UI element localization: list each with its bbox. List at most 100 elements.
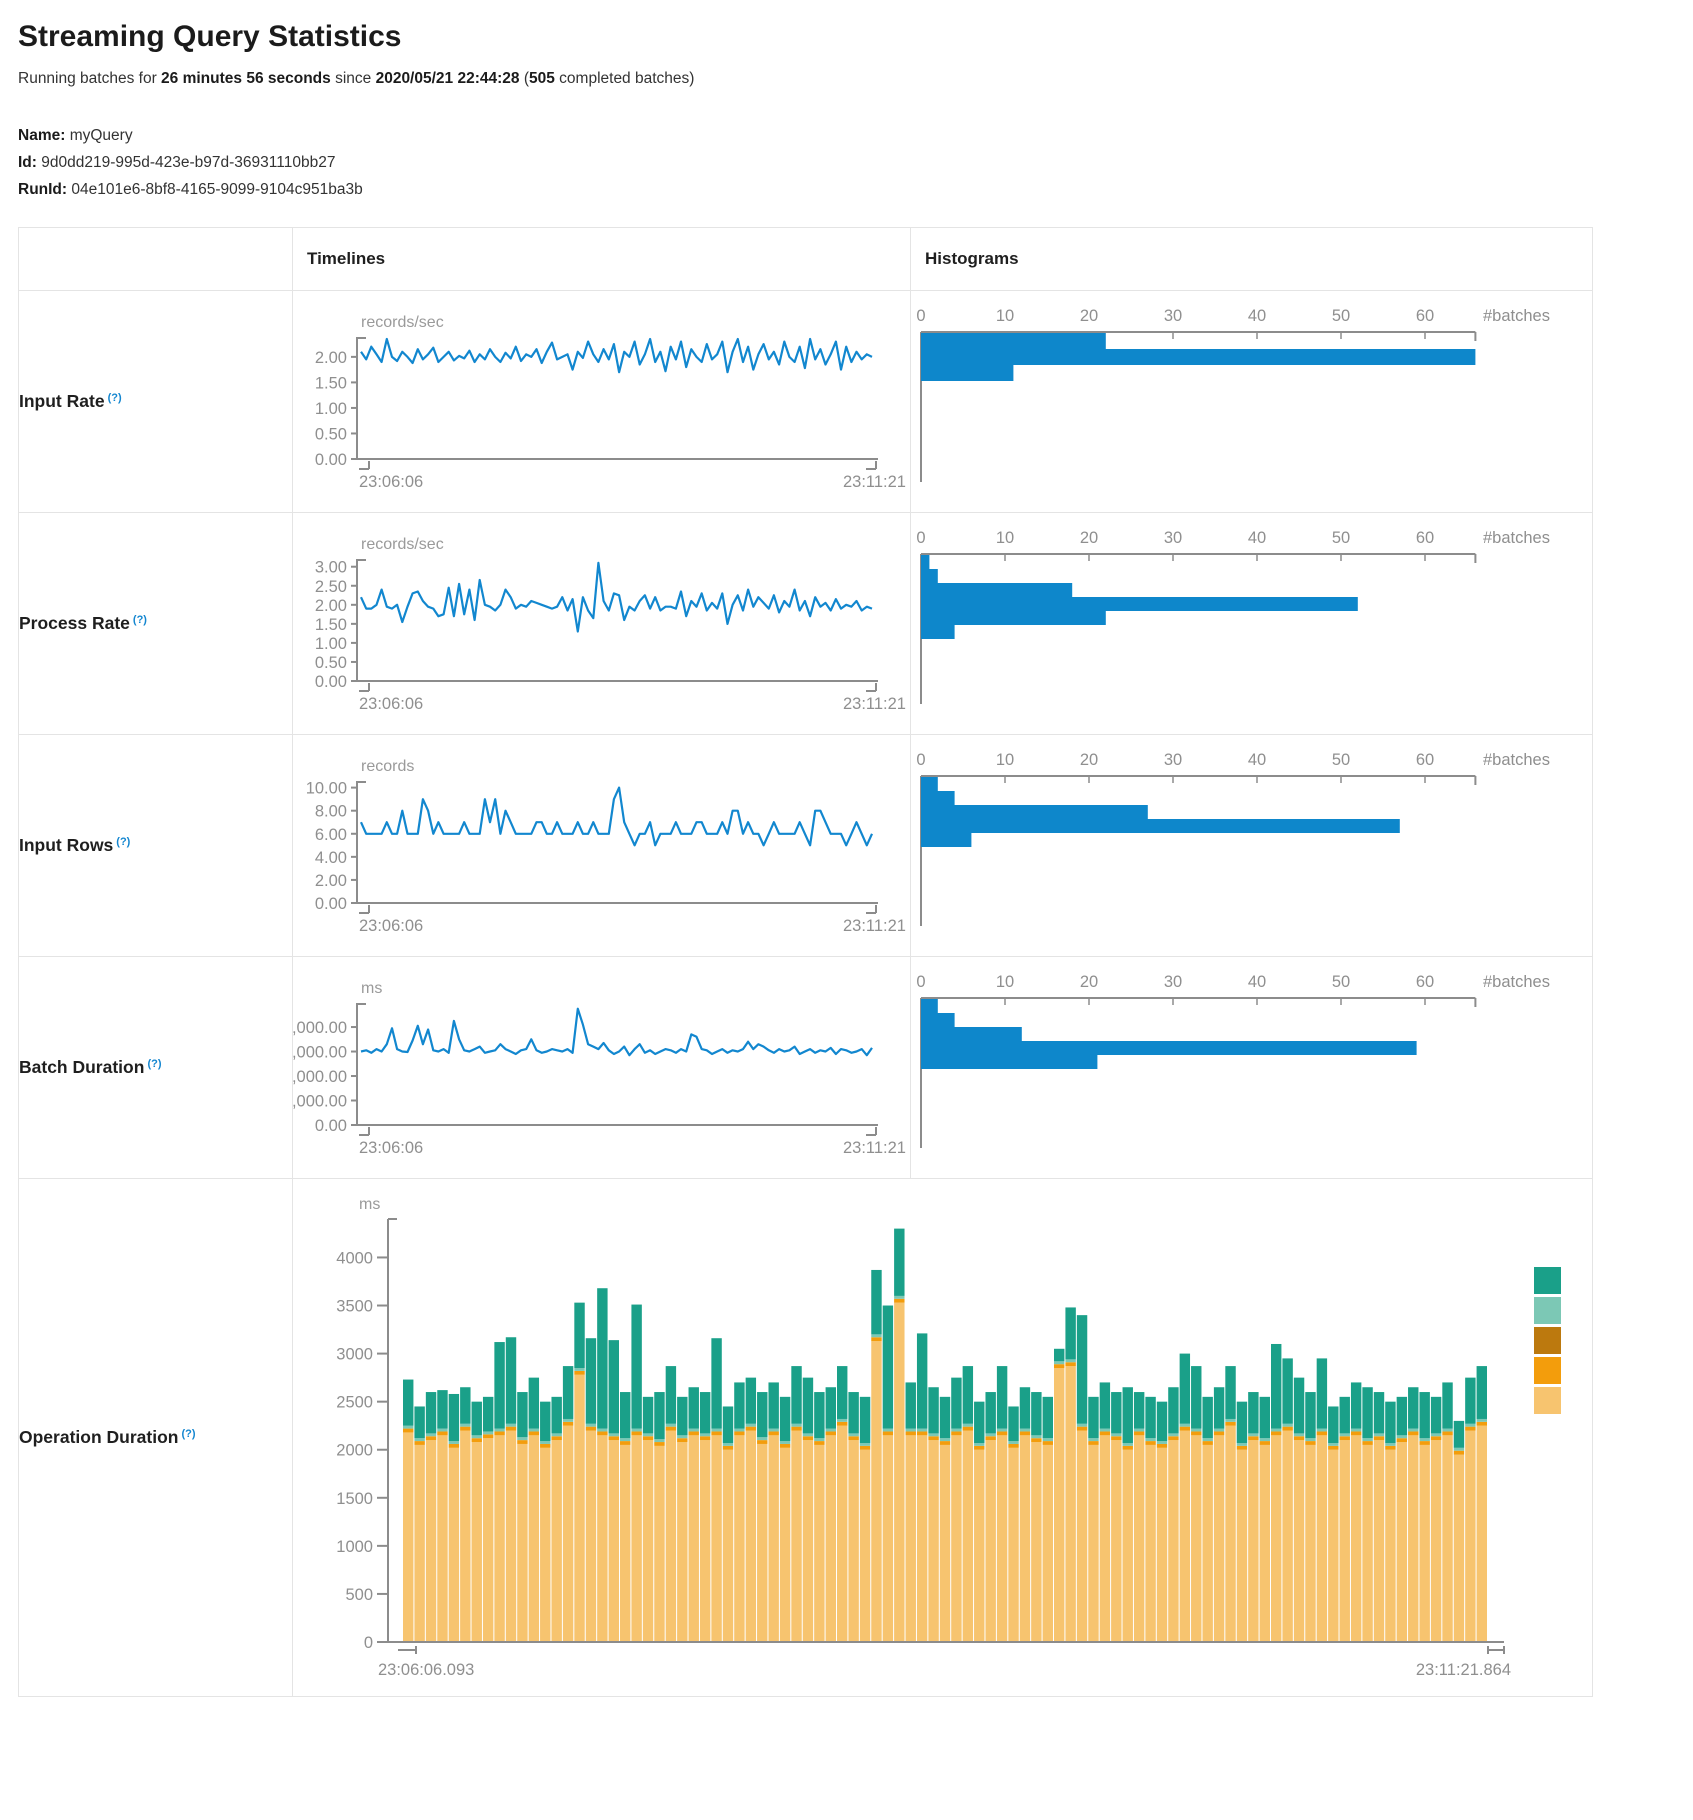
help-icon[interactable]: (?) — [116, 835, 131, 848]
legend-swatch[interactable] — [1534, 1387, 1561, 1415]
legend-swatch[interactable] — [1534, 1327, 1561, 1355]
svg-text:50: 50 — [1332, 751, 1350, 769]
svg-text:0.00: 0.00 — [315, 895, 347, 913]
completed-batches-count: 505 — [528, 70, 555, 87]
help-icon[interactable]: (?) — [181, 1427, 196, 1440]
summary-text: ( — [519, 70, 529, 87]
svg-text:23:11:21: 23:11:21 — [843, 917, 906, 935]
running-summary: Running batches for 26 minutes 56 second… — [18, 70, 1675, 88]
id-label: Id: — [18, 154, 37, 172]
svg-text:3500: 3500 — [336, 1298, 373, 1316]
svg-text:23:06:06: 23:06:06 — [359, 473, 423, 491]
svg-text:0.00: 0.00 — [315, 673, 347, 691]
help-icon[interactable]: (?) — [107, 391, 122, 404]
operation-duration-stacked-chart: ms 4000 3500 3000 2500 2000 1500 1000 500 0 23:06:… — [336, 1196, 1511, 1679]
svg-text:2500: 2500 — [336, 1394, 373, 1412]
histograms-header: Histograms — [910, 227, 1593, 292]
row-label-text: Process Rate — [19, 613, 130, 634]
legend-swatch[interactable] — [1534, 1297, 1561, 1325]
legend-swatch[interactable] — [1534, 1267, 1561, 1295]
legend-swatch[interactable] — [1534, 1357, 1561, 1385]
svg-text:23:11:21: 23:11:21 — [843, 473, 906, 491]
svg-text:0.50: 0.50 — [315, 426, 347, 444]
svg-text:23:06:06: 23:06:06 — [359, 695, 423, 713]
svg-text:20: 20 — [1080, 307, 1098, 325]
svg-text:23:06:06: 23:06:06 — [359, 917, 423, 935]
svg-text:records: records — [361, 758, 414, 775]
svg-text:1.50: 1.50 — [315, 616, 347, 634]
batch-duration-timeline-chart: ms 4,000.00 3,000.00 2,000.00 1,000.00 0.00 23… — [283, 980, 906, 1157]
svg-text:0: 0 — [364, 1634, 373, 1652]
svg-text:40: 40 — [1248, 751, 1266, 769]
svg-text:23:11:21: 23:11:21 — [843, 695, 906, 713]
timelines-header: Timelines — [292, 227, 911, 292]
id-value: 9d0dd219-995d-423e-b97d-36931110bb27 — [41, 154, 336, 172]
svg-text:50: 50 — [1332, 307, 1350, 325]
row-label-text: Input Rows — [19, 835, 114, 856]
svg-text:1000: 1000 — [336, 1538, 373, 1556]
row-label-input-rate: Input Rate (?) — [18, 290, 293, 514]
svg-text:ms: ms — [359, 1196, 380, 1213]
svg-text:#batches: #batches — [1483, 751, 1550, 769]
svg-text:1.00: 1.00 — [315, 400, 347, 418]
name-label: Name: — [18, 127, 66, 144]
svg-text:50: 50 — [1332, 973, 1350, 991]
svg-text:1.50: 1.50 — [315, 375, 347, 393]
runid-value: 04e101e6-8bf8-4165-9099-9104c951ba3b — [71, 181, 363, 199]
svg-text:1,000.00: 1,000.00 — [293, 1093, 347, 1111]
svg-text:2.00: 2.00 — [315, 872, 347, 890]
svg-text:0.00: 0.00 — [315, 451, 347, 469]
svg-text:8.00: 8.00 — [315, 803, 347, 821]
svg-text:30: 30 — [1164, 751, 1182, 769]
svg-text:4000: 4000 — [336, 1250, 373, 1268]
svg-text:0.50: 0.50 — [315, 654, 347, 672]
svg-text:20: 20 — [1080, 529, 1098, 547]
row-label-text: Input Rate — [19, 391, 105, 412]
query-runid-row: RunId: 04e101e6-8bf8-4165-9099-9104c951b… — [18, 176, 1675, 203]
row-label-text: Batch Duration — [19, 1057, 145, 1078]
input-rows-histogram-chart: 0 10 20 30 40 50 60 #batches — [916, 751, 1550, 927]
svg-text:records/sec: records/sec — [361, 536, 444, 553]
svg-text:50: 50 — [1332, 529, 1350, 547]
row-label-input-rows: Input Rows (?) — [18, 734, 293, 958]
name-value: myQuery — [69, 127, 133, 144]
svg-text:2.50: 2.50 — [315, 578, 347, 596]
svg-text:40: 40 — [1248, 529, 1266, 547]
query-name-row: Name: myQuery — [18, 122, 1675, 149]
empty-header-cell — [18, 227, 293, 292]
query-id-row: Id: 9d0dd219-995d-423e-b97d-36931110bb27 — [18, 149, 1675, 176]
svg-text:4,000.00: 4,000.00 — [293, 1019, 347, 1037]
svg-text:2.00: 2.00 — [315, 349, 347, 367]
table-row: Input Rows (?) records 10.00 8.00 6.00 4.00 2.… — [18, 734, 1593, 958]
svg-text:60: 60 — [1416, 973, 1434, 991]
row-label-batch-duration: Batch Duration (?) — [18, 956, 293, 1180]
svg-text:1500: 1500 — [336, 1490, 373, 1508]
svg-text:23:11:21: 23:11:21 — [843, 1139, 906, 1157]
svg-text:500: 500 — [345, 1586, 373, 1604]
row-label-process-rate: Process Rate (?) — [18, 512, 293, 736]
svg-text:0: 0 — [916, 529, 925, 547]
svg-text:40: 40 — [1248, 307, 1266, 325]
svg-text:0: 0 — [916, 973, 925, 991]
svg-text:10.00: 10.00 — [306, 780, 347, 798]
help-icon[interactable]: (?) — [132, 613, 147, 626]
table-header-row: Timelines Histograms — [18, 227, 1593, 292]
svg-text:0: 0 — [916, 751, 925, 769]
svg-text:40: 40 — [1248, 973, 1266, 991]
input-rate-histogram-chart: 0 10 20 30 40 50 60 #batches — [916, 307, 1550, 483]
svg-text:23:06:06: 23:06:06 — [359, 1139, 423, 1157]
table-row: Process Rate (?) records/sec 3.00 2.50 2.00 1… — [18, 512, 1593, 736]
svg-text:23:06:06.093: 23:06:06.093 — [378, 1661, 474, 1679]
operation-duration-legend — [1534, 1267, 1561, 1415]
summary-text: Running batches for — [18, 70, 162, 87]
svg-text:2000: 2000 — [336, 1442, 373, 1460]
svg-text:10: 10 — [996, 307, 1014, 325]
svg-text:3.00: 3.00 — [315, 559, 347, 577]
process-rate-histogram-chart: 0 10 20 30 40 50 60 #batches — [916, 529, 1550, 705]
table-row: Batch Duration(?) ms 4,000.00 3,000.00 2,00… — [18, 956, 1593, 1180]
svg-text:2,000.00: 2,000.00 — [293, 1068, 347, 1086]
svg-text:60: 60 — [1416, 307, 1434, 325]
svg-text:0: 0 — [916, 307, 925, 325]
help-icon[interactable]: (?) — [147, 1057, 162, 1070]
running-duration: 26 minutes 56 seconds — [161, 70, 331, 87]
